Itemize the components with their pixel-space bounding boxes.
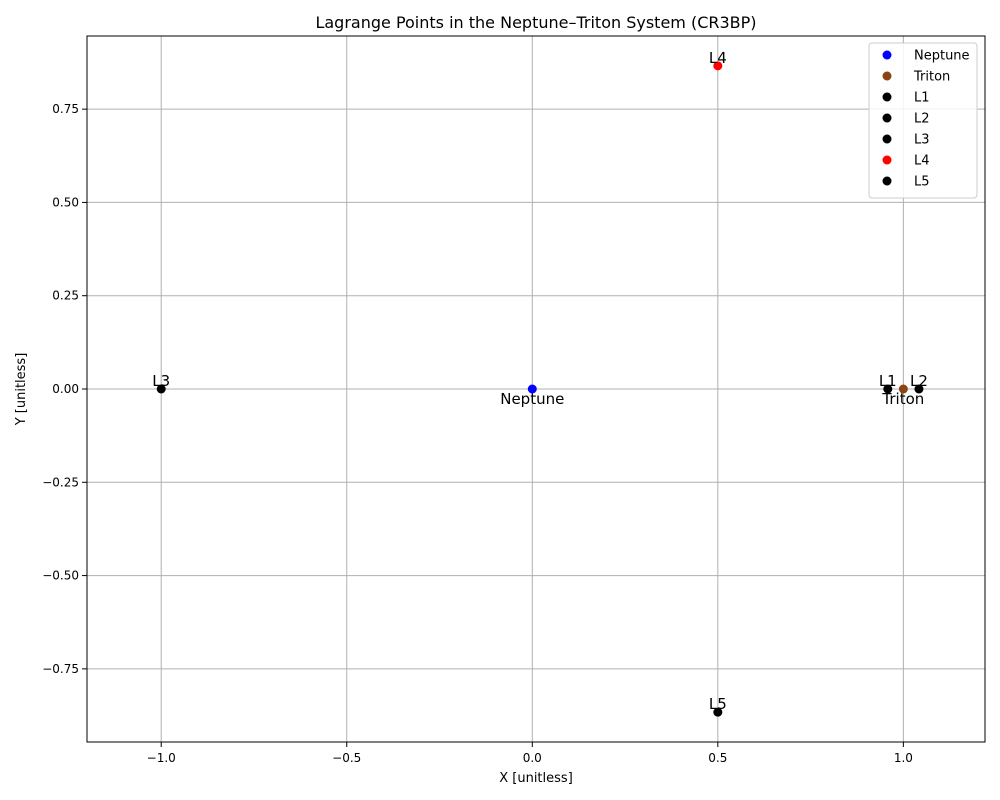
y-tick-label: 0.50 [52, 195, 79, 209]
l4-point [713, 61, 723, 71]
x-tick-label: −1.0 [147, 751, 176, 765]
l3-annotation: L3 [152, 372, 170, 390]
legend-marker-l3 [882, 134, 892, 144]
legend-marker-l5 [882, 176, 892, 186]
legend-label-neptune: Neptune [914, 49, 970, 64]
legend: Neptune Triton L1 L2 L3 L4 L5 [868, 42, 978, 199]
chart-title: Lagrange Points in the Neptune–Triton Sy… [315, 13, 756, 32]
legend-label-l3: L3 [914, 133, 930, 148]
y-tick-label: 0.75 [52, 102, 79, 116]
x-tick-label: 1.0 [894, 751, 913, 765]
triton-annotation: Triton [881, 390, 924, 408]
l5-point [713, 707, 723, 717]
legend-box [868, 42, 978, 199]
x-tick-label: 0.0 [523, 751, 542, 765]
l1-point [883, 384, 893, 394]
y-tick-label: 0.00 [52, 382, 79, 396]
legend-label-triton: Triton [913, 70, 950, 85]
legend-label-l4: L4 [914, 154, 930, 169]
l1-annotation: L1 [879, 372, 897, 390]
y-tick-label: 0.25 [52, 289, 79, 303]
legend-label-l5: L5 [914, 175, 930, 190]
legend-label-l2: L2 [914, 112, 930, 127]
axis-ticks: −1.0 −0.5 0.0 0.5 1.0 −0.75 −0.50 −0.25 0.00 0.25… [42, 102, 913, 765]
neptune-annotation: Neptune [500, 390, 564, 408]
legend-marker-l4 [882, 155, 892, 165]
y-axis-label: Y [unitless] [14, 353, 29, 427]
l3-point [156, 384, 166, 394]
l4-annotation: L4 [709, 49, 727, 67]
l5-annotation: L5 [709, 695, 727, 713]
triton-point [898, 384, 908, 394]
legend-marker-neptune [882, 50, 892, 60]
x-tick-label: 0.5 [708, 751, 727, 765]
l2-annotation: L2 [910, 372, 928, 390]
x-axis-label: X [unitless] [499, 771, 573, 786]
legend-marker-l1 [882, 92, 892, 102]
y-tick-label: −0.25 [42, 475, 79, 489]
plot-area-frame [86, 35, 986, 743]
y-tick-label: −0.75 [42, 662, 79, 676]
legend-marker-l2 [882, 113, 892, 123]
neptune-point [527, 384, 537, 394]
legend-label-l1: L1 [914, 91, 930, 106]
y-tick-label: −0.50 [42, 569, 79, 583]
legend-marker-triton [882, 71, 892, 81]
data-points [156, 61, 924, 717]
x-tick-label: −0.5 [332, 751, 361, 765]
l2-point [914, 384, 924, 394]
